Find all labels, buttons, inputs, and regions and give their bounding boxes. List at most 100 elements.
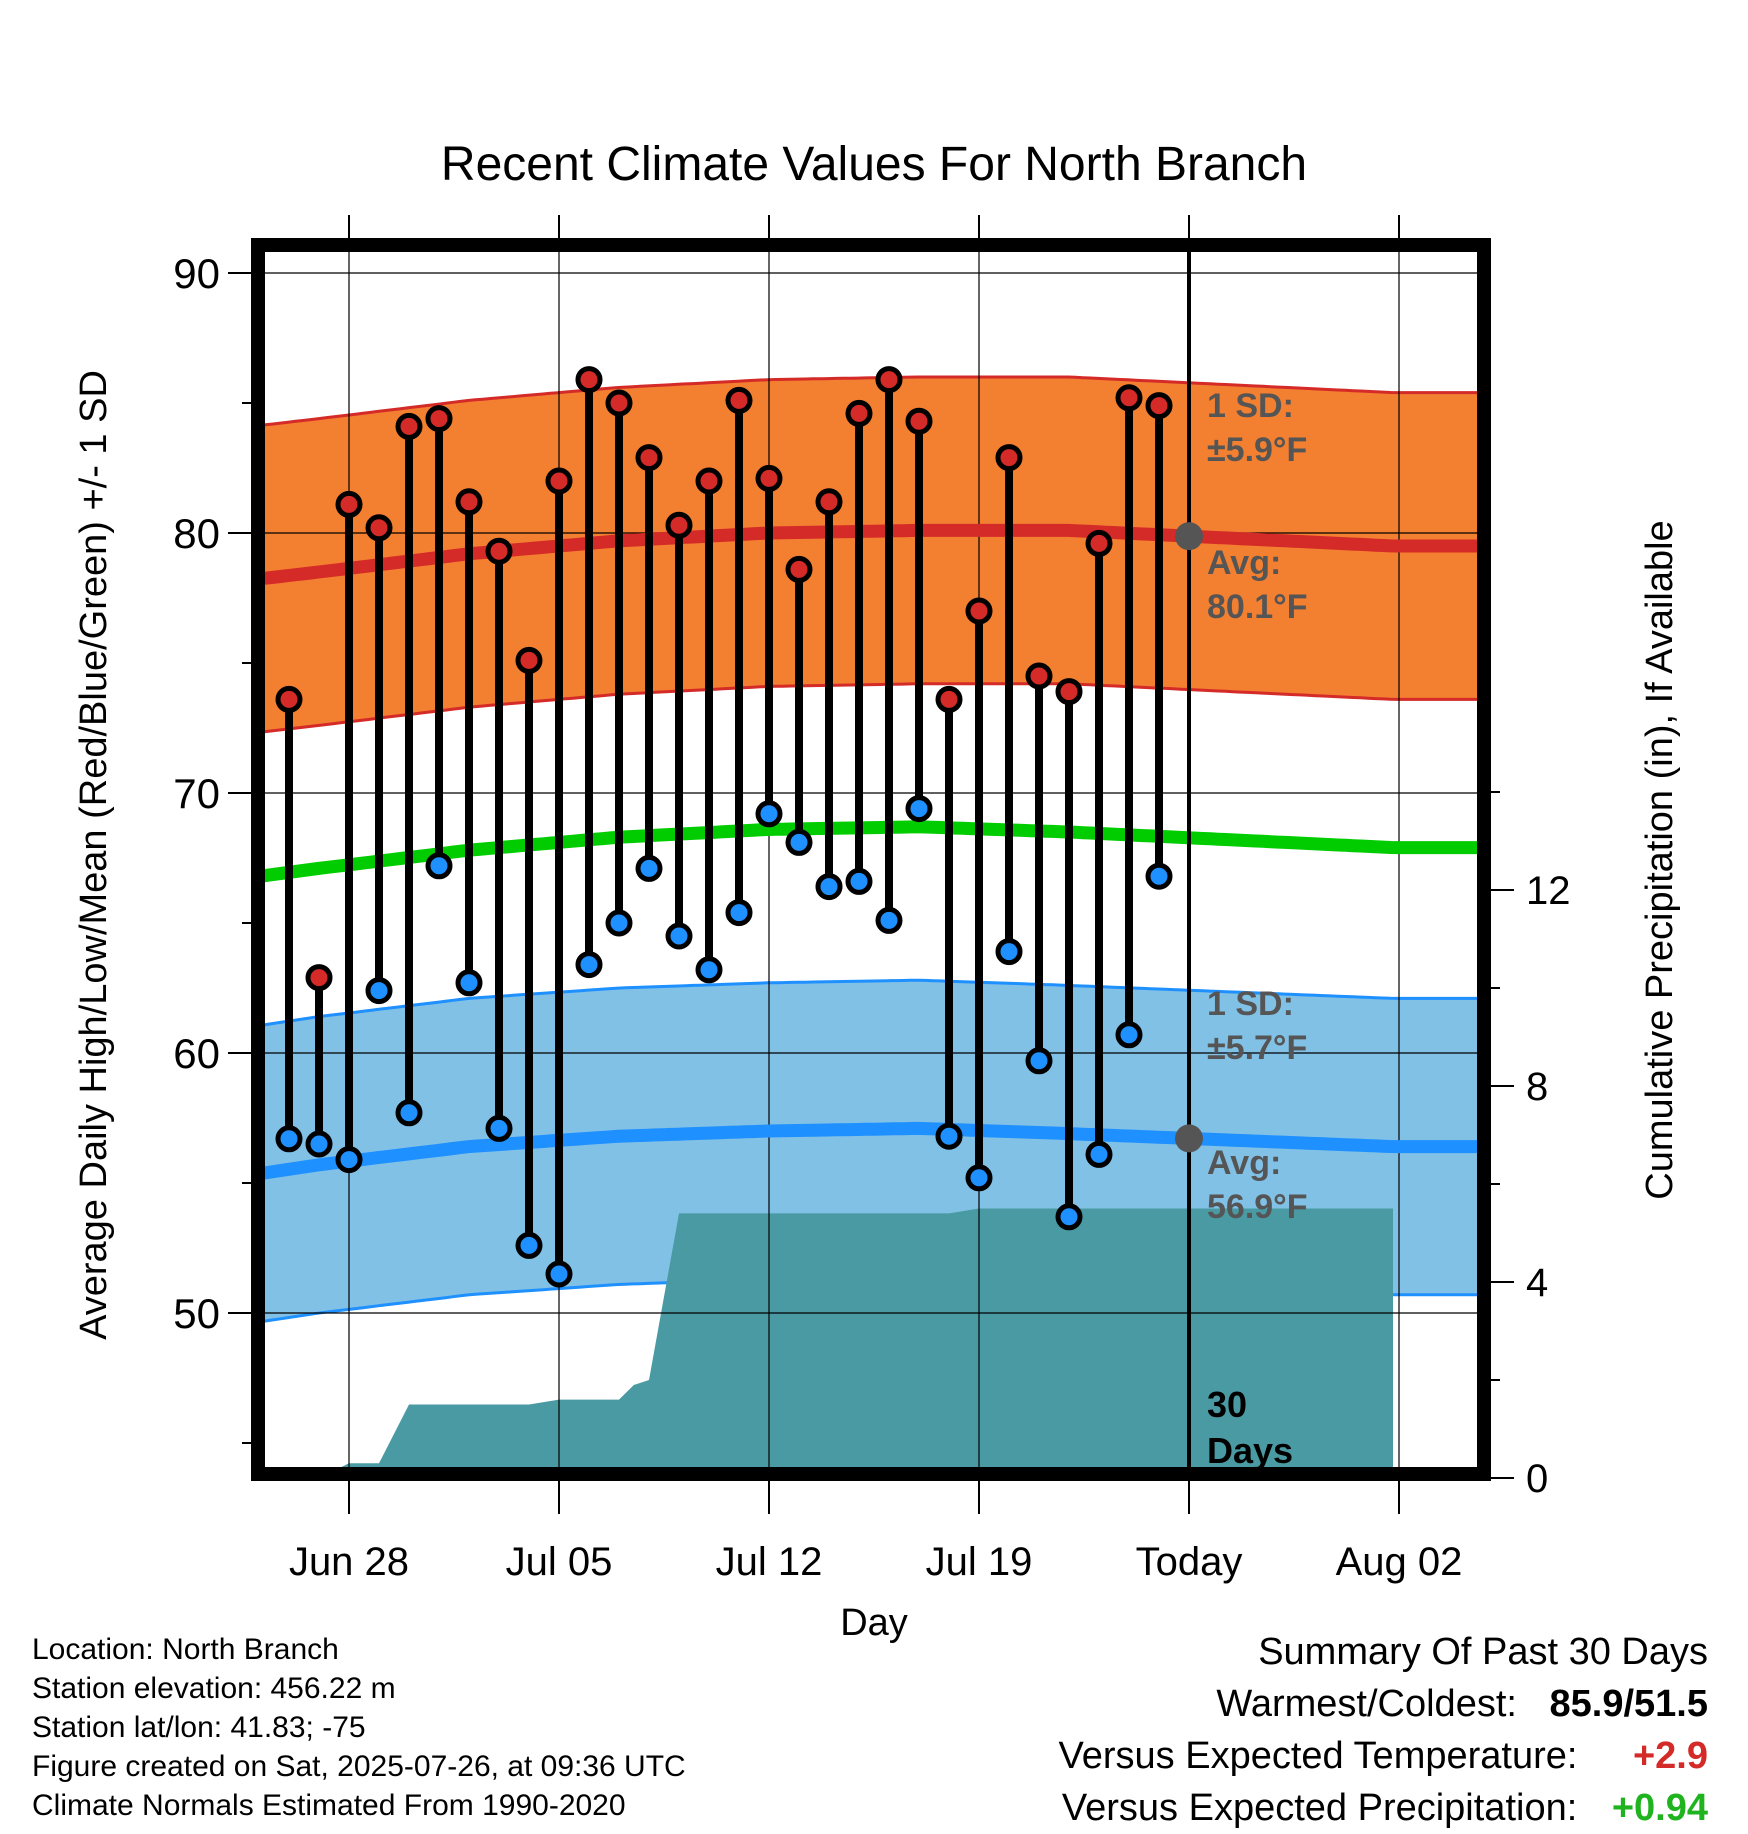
plot-area: 1 SD: ±5.9°F Avg: 80.1°F 1 SD: ±5.7°F Avg: 56.9…	[173, 215, 1571, 1584]
normals-text: Climate Normals Estimated From 1990-2020	[32, 1789, 626, 1822]
low-point	[635, 854, 663, 882]
x-tick-label: Jul 05	[506, 1540, 613, 1584]
high-point	[1025, 662, 1053, 690]
high-point	[515, 646, 543, 674]
high-avg-line	[258, 523, 1481, 586]
created-text: Figure created on Sat, 2025-07-26, at 09…	[32, 1750, 686, 1783]
high-point	[815, 488, 843, 516]
high-point	[995, 444, 1023, 472]
low-point	[1145, 862, 1173, 890]
x-tick-label: Today	[1136, 1540, 1243, 1584]
low-point	[725, 899, 753, 927]
low-point	[785, 828, 813, 856]
mean-avg-line	[258, 820, 1481, 883]
low-point	[425, 852, 453, 880]
high-point	[905, 407, 933, 435]
elevation-text: Station elevation: 456.22 m	[32, 1672, 396, 1705]
x-tick-label: Jun 28	[289, 1540, 409, 1584]
high-sd-band	[258, 377, 1481, 733]
x-tick-label: Aug 02	[1336, 1540, 1463, 1584]
low-point	[365, 977, 393, 1005]
high-point	[1085, 529, 1113, 557]
y-tick-label: 90	[173, 250, 220, 297]
high-point	[635, 444, 663, 472]
low-point	[545, 1260, 573, 1288]
low-point	[455, 969, 483, 997]
high-point	[785, 555, 813, 583]
temp-label: Versus Expected Temperature:	[1058, 1735, 1578, 1777]
high-point	[575, 366, 603, 394]
warm-cold-value: 85.9/51.5	[1549, 1683, 1708, 1725]
high-point	[605, 389, 633, 417]
station-info: Location: North Branch Station elevation…	[32, 1630, 686, 1825]
low-point	[695, 956, 723, 984]
low-point	[905, 795, 933, 823]
today-low-avg-marker	[1175, 1124, 1203, 1153]
y-tick-label: 80	[173, 510, 220, 557]
high-point	[665, 511, 693, 539]
high-point	[935, 685, 963, 713]
high-point	[455, 488, 483, 516]
x-axis-label: Day	[840, 1602, 908, 1644]
low-avg-line	[258, 1121, 1481, 1181]
high-sd-lower-edge	[258, 682, 1481, 734]
low-point	[935, 1122, 963, 1150]
days-count-label: 30	[1207, 1384, 1247, 1425]
low-point	[1025, 1047, 1053, 1075]
summary-warm-cold: Warmest/Coldest: 85.9/51.5	[1059, 1678, 1708, 1730]
high-point	[1055, 678, 1083, 706]
high-point	[365, 514, 393, 542]
high-sd-label: 1 SD:	[1207, 387, 1294, 425]
low-sd-value: ±5.7°F	[1207, 1029, 1307, 1067]
low-point	[605, 909, 633, 937]
today-high-avg-marker	[1175, 522, 1203, 551]
low-point	[965, 1164, 993, 1192]
high-point	[485, 537, 513, 565]
high-point	[725, 386, 753, 414]
low-point	[395, 1099, 423, 1127]
precip-area	[327, 1208, 1393, 1474]
low-sd-label: 1 SD:	[1207, 985, 1294, 1023]
low-sd-upper-edge	[258, 978, 1481, 1028]
x-tick-label: Jul 19	[926, 1540, 1033, 1584]
high-sd-value: ±5.9°F	[1207, 431, 1307, 469]
low-point	[1085, 1140, 1113, 1168]
temp-value: +2.9	[1632, 1735, 1708, 1777]
summary-panel: Summary Of Past 30 Days Warmest/Coldest:…	[1059, 1626, 1708, 1834]
low-point	[335, 1146, 363, 1174]
high-avg-label: Avg:	[1207, 544, 1281, 582]
low-point	[665, 922, 693, 950]
low-point	[485, 1114, 513, 1142]
y-tick-label: 70	[173, 770, 220, 817]
high-point	[965, 597, 993, 625]
y2-tick-label: 8	[1526, 1065, 1548, 1109]
low-point	[755, 800, 783, 828]
chart-title: Recent Climate Values For North Branch	[441, 138, 1307, 191]
precip-value: +0.94	[1611, 1787, 1708, 1829]
high-avg-value: 80.1°F	[1207, 588, 1308, 626]
high-point	[875, 366, 903, 394]
latlon-text: Station lat/lon: 41.83; -75	[32, 1711, 366, 1744]
summary-precip: Versus Expected Precipitation: +0.94	[1059, 1782, 1708, 1834]
low-point	[305, 1130, 333, 1158]
high-point	[305, 964, 333, 992]
high-point	[395, 412, 423, 440]
low-avg-value: 56.9°F	[1207, 1188, 1308, 1226]
high-point	[845, 399, 873, 427]
days-word-label: Days	[1207, 1430, 1293, 1471]
low-point	[1115, 1021, 1143, 1049]
summary-heading: Summary Of Past 30 Days	[1258, 1631, 1708, 1673]
low-point	[275, 1125, 303, 1153]
y-tick-label: 60	[173, 1030, 220, 1077]
high-point	[695, 467, 723, 495]
location-text: Location: North Branch	[32, 1633, 339, 1666]
y2-tick-label: 12	[1526, 869, 1571, 913]
low-point	[1055, 1203, 1083, 1231]
low-point	[815, 873, 843, 901]
plot-frame	[251, 238, 1491, 1481]
low-point	[515, 1231, 543, 1259]
high-point	[335, 490, 363, 518]
low-point	[875, 906, 903, 934]
high-sd-upper-edge	[258, 375, 1481, 428]
